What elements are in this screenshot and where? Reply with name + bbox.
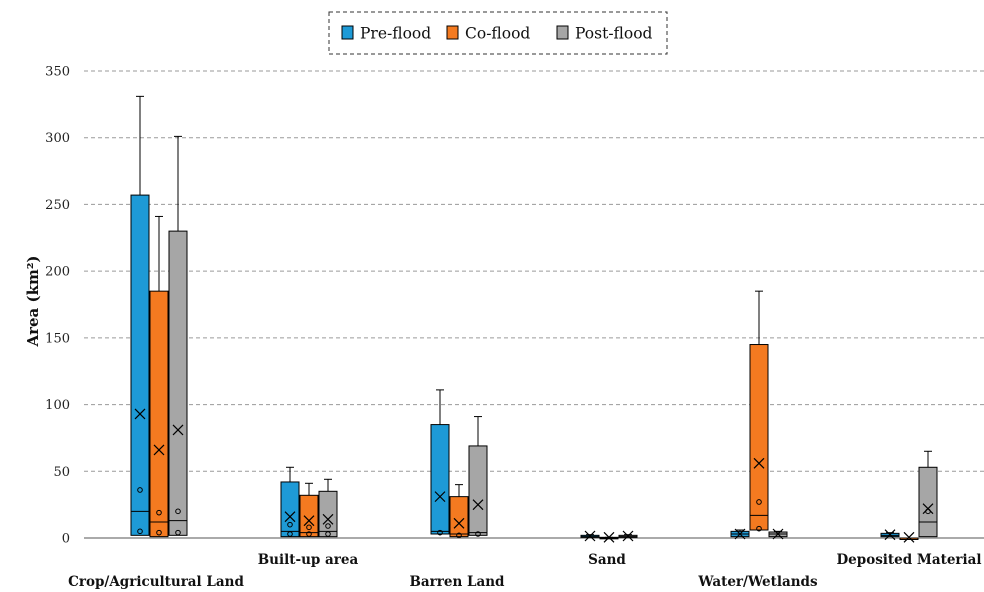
- box-body: [918, 466, 938, 538]
- box-post-flood-4: [768, 528, 788, 540]
- mean-marker: [434, 491, 446, 503]
- box-series: [130, 95, 938, 543]
- mean-marker: [453, 517, 465, 529]
- box-body: [130, 194, 150, 536]
- box-body: [468, 445, 488, 536]
- box-body: [449, 496, 469, 538]
- y-axis-label: Area (km²): [24, 255, 42, 347]
- category-label: Deposited Material: [836, 552, 981, 568]
- box-co-flood-2: [449, 484, 469, 539]
- y-tick-label: 300: [45, 131, 70, 146]
- data-point: [475, 531, 481, 537]
- mean-marker: [884, 529, 896, 541]
- gridlines: [84, 70, 984, 472]
- category-label: Barren Land: [410, 574, 506, 590]
- box-body: [280, 481, 300, 538]
- mean-marker: [903, 531, 915, 543]
- box-body: [168, 230, 188, 536]
- mean-marker: [734, 528, 746, 540]
- mean-marker: [622, 530, 634, 542]
- y-tick-label: 250: [45, 198, 70, 213]
- box-co-flood-5: [899, 531, 919, 543]
- data-point: [137, 528, 143, 535]
- data-point: [175, 529, 181, 536]
- mean-marker: [322, 513, 334, 525]
- data-point: [287, 531, 293, 537]
- box-pre-flood-4: [730, 528, 750, 540]
- legend-swatch: [556, 25, 569, 40]
- box-co-flood-3: [599, 531, 619, 543]
- y-tick-label: 50: [53, 465, 70, 480]
- data-point: [437, 529, 443, 536]
- box-co-flood-4: [749, 290, 769, 532]
- box-co-flood-1: [299, 482, 319, 538]
- box-post-flood-3: [618, 530, 638, 542]
- mean-marker: [753, 457, 765, 469]
- y-tick-label: 200: [45, 265, 70, 280]
- box-post-flood-1: [318, 478, 338, 538]
- legend-swatch: [446, 25, 459, 40]
- box-post-flood-5: [918, 450, 938, 538]
- mean-marker: [172, 424, 184, 436]
- mean-marker: [922, 503, 934, 515]
- y-tick-label: 0: [62, 532, 70, 547]
- data-point: [306, 524, 312, 531]
- box-post-flood-0: [168, 135, 188, 536]
- legend-swatch: [341, 25, 354, 40]
- y-tick-label: 100: [45, 398, 70, 413]
- mean-marker: [603, 531, 615, 543]
- data-point: [456, 532, 462, 539]
- mean-marker: [153, 444, 165, 456]
- mean-marker: [772, 528, 784, 540]
- x-axis: Crop/Agricultural Land Built-up area Barre…: [68, 552, 981, 590]
- box-pre-flood-0: [130, 95, 150, 536]
- y-tick-label: 350: [45, 65, 70, 80]
- legend-label: Pre-flood: [360, 25, 431, 43]
- mean-marker: [584, 530, 596, 542]
- box-body: [430, 424, 450, 535]
- box-body: [299, 494, 319, 538]
- data-point: [756, 525, 762, 532]
- data-point: [325, 531, 331, 537]
- box-co-flood-0: [149, 215, 169, 538]
- data-point: [175, 508, 181, 515]
- data-point: [156, 509, 162, 516]
- y-tick-label: 150: [45, 331, 70, 346]
- category-label: Built-up area: [258, 552, 359, 568]
- category-label: Water/Wetlands: [697, 574, 818, 590]
- legend-label: Post-flood: [575, 25, 653, 43]
- legend-frame: [328, 11, 668, 55]
- box-post-flood-2: [468, 416, 488, 537]
- data-point: [287, 521, 293, 528]
- data-point: [756, 499, 762, 505]
- data-point: [156, 529, 162, 536]
- legend-label: Co-flood: [465, 25, 530, 43]
- y-axis: 0 50 100 150 200 250 300 350: [45, 65, 984, 547]
- mean-marker: [284, 511, 296, 523]
- data-point: [137, 487, 143, 493]
- data-point: [306, 531, 312, 537]
- box-pre-flood-1: [280, 466, 300, 538]
- mean-marker: [303, 515, 315, 527]
- category-label: Sand: [588, 552, 626, 568]
- box-body: [749, 344, 769, 531]
- mean-marker: [472, 499, 484, 511]
- box-pre-flood-5: [880, 529, 900, 541]
- box-pre-flood-3: [580, 530, 600, 542]
- category-label: Crop/Agricultural Land: [68, 574, 244, 590]
- mean-marker: [134, 408, 146, 420]
- legend: Pre-flood Co-flood Post-flood: [328, 11, 668, 55]
- box-pre-flood-2: [430, 389, 450, 536]
- box-body: [318, 490, 338, 538]
- data-point: [325, 523, 331, 529]
- box-body: [149, 290, 169, 538]
